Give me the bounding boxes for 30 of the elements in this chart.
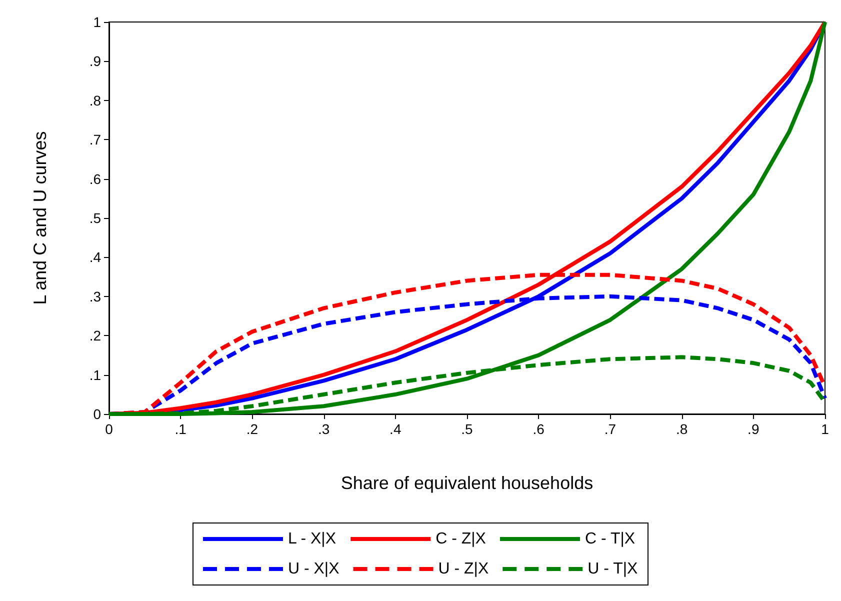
y-tick-label: .7 [89,132,102,148]
x-tick-label: 1 [821,421,830,437]
x-tick-label: .6 [532,421,545,437]
y-tick-label: .1 [89,366,102,383]
x-axis-title: Share of equivalent households [340,473,594,493]
y-tick-label: .3 [89,288,102,304]
y-tick-label: 1 [93,14,102,30]
legend-label: L - X|X [288,530,336,548]
x-tick-label: .7 [604,421,616,437]
y-tick-label: .9 [89,53,102,70]
y-tick-label: .8 [89,92,102,108]
x-tick-label: .5 [461,421,474,437]
x-tick-label: .8 [676,421,688,437]
legend-label: U - X|X [288,560,340,578]
x-tick-label: .3 [318,421,330,437]
x-tick-label: .2 [246,421,258,437]
x-tick-label: 0 [105,421,114,437]
y-tick-label: .6 [89,170,102,187]
y-tick-label: 0 [93,406,102,422]
x-tick-label: .4 [390,421,402,437]
legend-label: U - Z|X [438,560,489,578]
legend-label: C - T|X [584,530,636,548]
legend-label: U - T|X [588,560,638,578]
y-tick-label: .5 [89,210,102,226]
y-tick-label: .4 [89,249,102,266]
x-tick-label: .1 [174,421,187,437]
y-tick-label: .2 [89,328,102,344]
x-tick-label: .9 [748,421,760,437]
legend-label: C - Z|X [436,530,486,548]
y-axis-title: L and C and U curves [30,131,50,305]
